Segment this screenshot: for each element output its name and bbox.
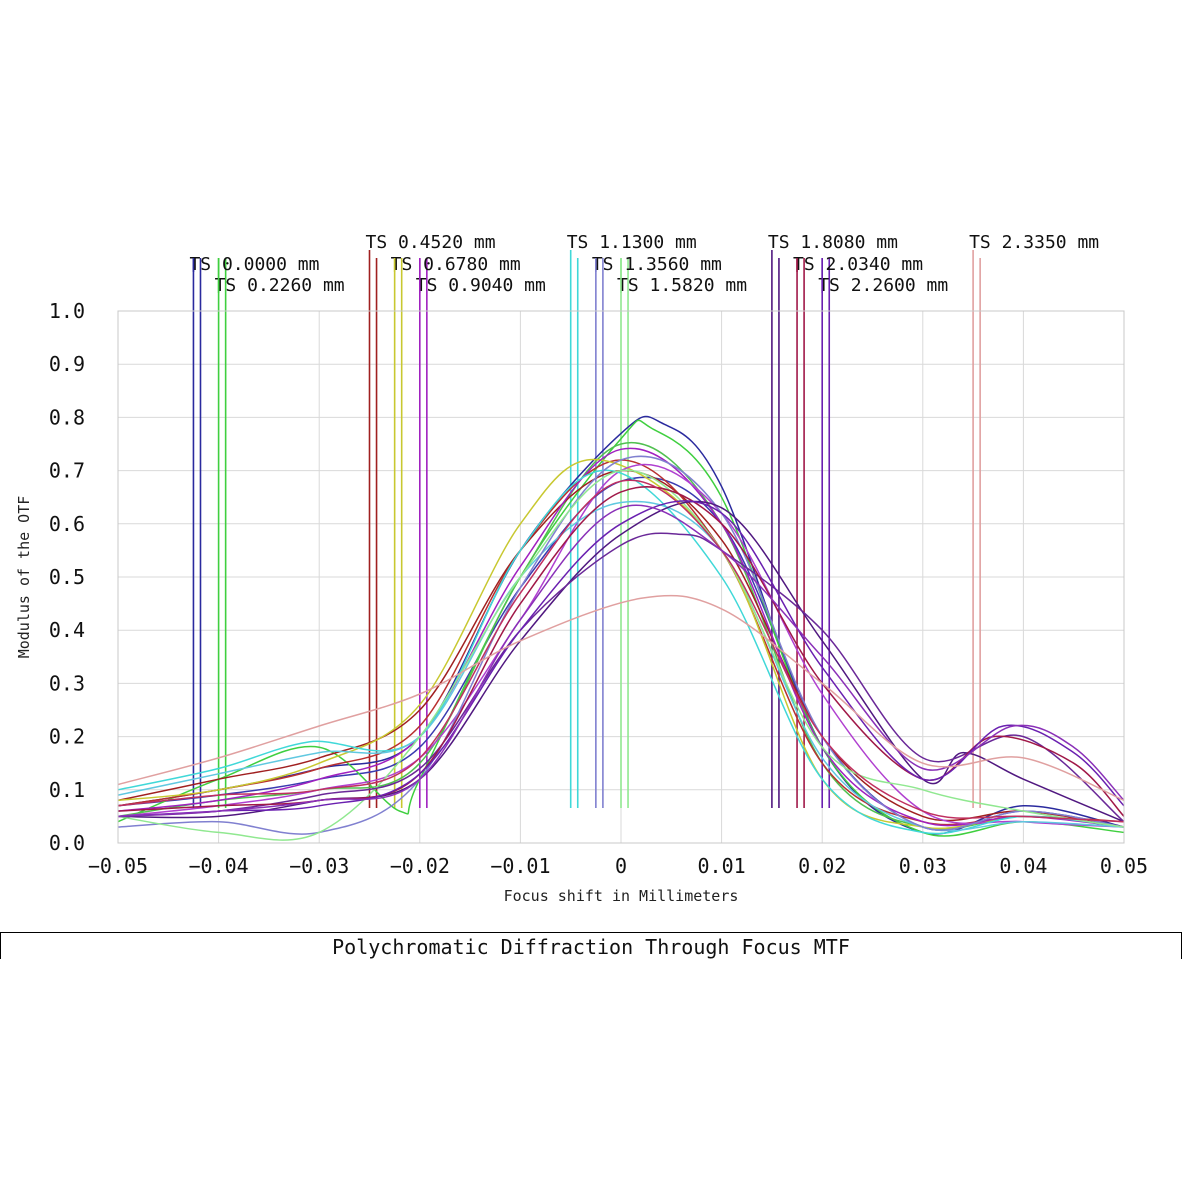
legend-entry: TS 2.0340 mm [793,254,923,275]
x-tick-label: 0.01 [698,854,746,878]
y-tick-label: 0.7 [49,459,85,483]
legend-entry: TS 1.5820 mm [617,275,747,296]
title-box: Polychromatic Diffraction Through Focus … [0,932,1182,959]
y-tick-label: 0.0 [49,831,85,855]
legend-entry: TS 1.3560 mm [592,254,722,275]
y-axis-label: Modulus of the OTF [15,496,33,659]
mtf-series-line [117,455,1125,835]
x-tick-label: −0.04 [188,854,248,878]
y-tick-label: 1.0 [49,299,85,323]
mtf-series-line [117,594,1125,802]
x-tick-label: 0.05 [1100,854,1148,878]
mtf-curves [117,415,1125,841]
mtf-series-line [117,532,1125,823]
legend-entry: TS 0.0000 mm [189,254,319,275]
plot-frame [117,310,1125,844]
legend-entry: TS 0.4520 mm [366,232,496,253]
x-tick-label: 0.02 [798,854,846,878]
y-tick-label: 0.4 [49,618,85,642]
mtf-series-line [117,479,1125,823]
field-markers [192,258,981,808]
x-tick-label: −0.05 [88,854,148,878]
mtf-series-line [117,419,1125,837]
y-tick-labels: 0.0 0.1 0.2 0.3 0.4 0.5 0.6 0.7 0.8 0.9 1.0 [49,299,85,855]
mtf-series-line [117,458,1125,830]
chart-title: Polychromatic Diffraction Through Focus … [332,935,850,959]
x-tick-label: 0.04 [999,854,1047,878]
x-tick-label: −0.01 [490,854,550,878]
y-tick-label: 0.5 [49,565,85,589]
legend-entry: TS 2.3350 mm [969,232,1099,253]
legend-entry: TS 1.8080 mm [768,232,898,253]
legend-entry: TS 0.9040 mm [416,275,546,296]
y-tick-label: 0.2 [49,725,85,749]
y-tick-label: 0.9 [49,352,85,376]
legend-entry: TS 2.2600 mm [818,275,948,296]
mtf-series-line [117,504,1125,818]
legend-entry: TS 0.2260 mm [215,275,345,296]
y-tick-label: 0.6 [49,512,85,536]
x-tick-labels: −0.05 −0.04 −0.03 −0.02 −0.01 0 0.01 0.02 0.03 0.… [88,854,1148,878]
mtf-chart: −0.05 −0.04 −0.03 −0.02 −0.01 0 0.01 0.02 0.03 0.… [15,232,1148,905]
x-axis-label: Focus shift in Millimeters [504,887,739,905]
mtf-series-line [117,469,1125,841]
mtf-series-line [117,447,1125,828]
x-tick-label: −0.02 [390,854,450,878]
y-tick-label: 0.1 [49,778,85,802]
x-tick-label: 0.03 [899,854,947,878]
legend-entry: TS 1.1300 mm [567,232,697,253]
x-tick-label: 0 [615,854,627,878]
y-tick-label: 0.8 [49,405,85,429]
legend-entry: TS 0.6780 mm [391,254,521,275]
x-tick-label: −0.03 [289,854,349,878]
y-tick-label: 0.3 [49,671,85,695]
